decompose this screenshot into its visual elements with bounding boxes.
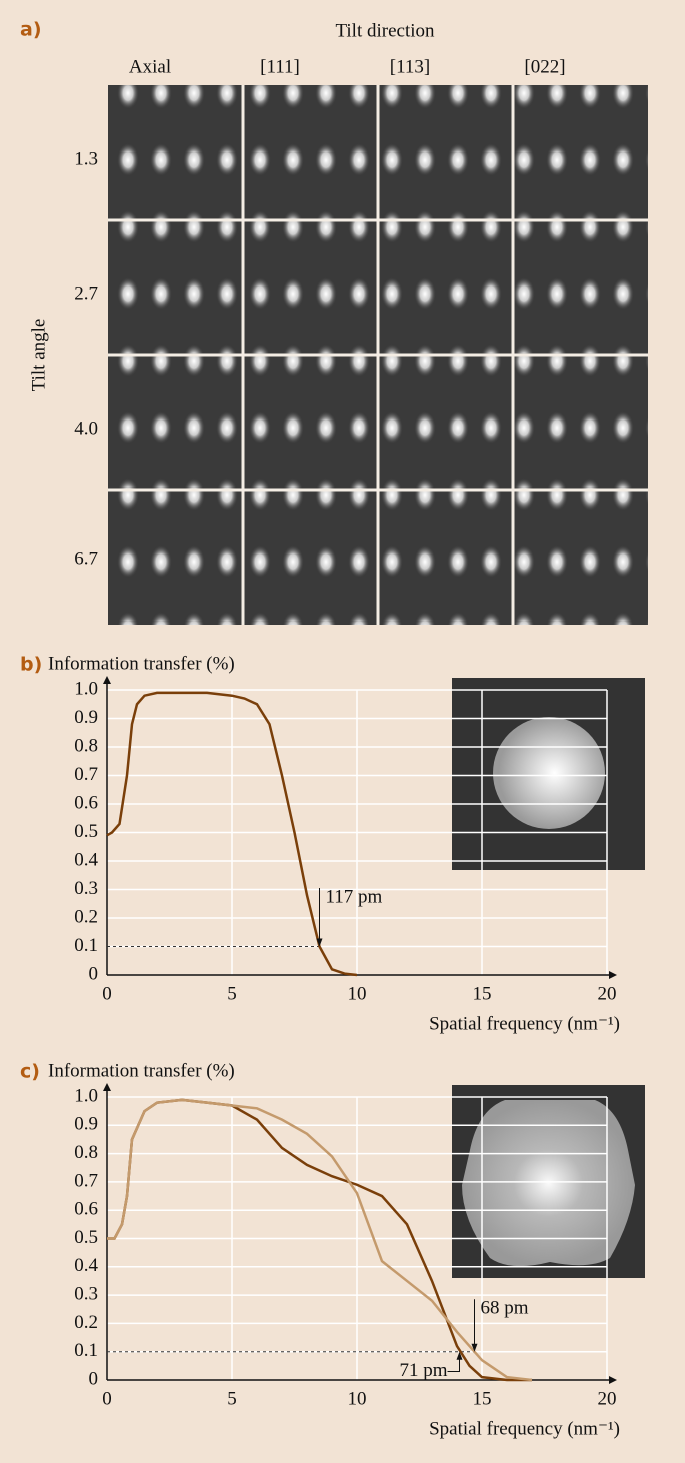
x-tick-label: 10 bbox=[348, 983, 367, 1004]
y-tick-label: 0.5 bbox=[74, 821, 98, 842]
x-tick-label: 15 bbox=[473, 983, 492, 1004]
panel-label: a) bbox=[20, 19, 42, 41]
annotation-arrow bbox=[447, 1357, 460, 1373]
row-label: 2.7 bbox=[74, 283, 98, 304]
y-tick-label: 0 bbox=[89, 963, 99, 984]
inset-disc bbox=[493, 717, 605, 829]
x-tick-label: 0 bbox=[102, 1388, 112, 1409]
annotation-label: 68 pm bbox=[481, 1298, 529, 1319]
x-tick-label: 15 bbox=[473, 1388, 492, 1409]
row-label: 6.7 bbox=[74, 548, 98, 569]
grid-separators bbox=[108, 85, 648, 625]
y-tick-label: 0.3 bbox=[74, 1283, 98, 1304]
y-tick-label: 1.0 bbox=[74, 1085, 98, 1106]
x-axis-title: Spatial frequency (nm⁻¹) bbox=[429, 1418, 620, 1439]
y-tick-label: 0.9 bbox=[74, 707, 98, 728]
column-label: [022] bbox=[524, 56, 565, 77]
y-tick-label: 0.1 bbox=[74, 1340, 98, 1361]
x-tick-label: 10 bbox=[348, 1388, 367, 1409]
x-tick-label: 20 bbox=[598, 1388, 617, 1409]
y-arrow bbox=[103, 1083, 111, 1091]
panel-label: c) bbox=[20, 1061, 40, 1083]
y-axis-title: Information transfer (%) bbox=[48, 1060, 235, 1081]
row-label: 4.0 bbox=[74, 418, 98, 439]
y-tick-label: 0.8 bbox=[74, 1142, 98, 1163]
series-line bbox=[106, 691, 358, 977]
x-axis-title: Spatial frequency (nm⁻¹) bbox=[429, 1013, 620, 1034]
arrow-head bbox=[456, 1351, 463, 1360]
arrow-head bbox=[316, 938, 323, 947]
column-label: Axial bbox=[129, 56, 171, 77]
y-tick-label: 0.9 bbox=[74, 1114, 98, 1135]
y-tick-label: 0.1 bbox=[74, 935, 98, 956]
y-tick-label: 0.3 bbox=[74, 878, 98, 899]
y-arrow bbox=[103, 676, 111, 684]
annotation-label: 71 pm bbox=[399, 1360, 447, 1381]
x-tick-label: 20 bbox=[598, 983, 617, 1004]
y-tick-label: 1.0 bbox=[74, 678, 98, 699]
y-tick-label: 0.2 bbox=[74, 1312, 98, 1333]
y-tick-label: 0.5 bbox=[74, 1227, 98, 1248]
x-tick-label: 5 bbox=[227, 983, 237, 1004]
y-axis-title: Information transfer (%) bbox=[48, 653, 235, 674]
x-tick-label: 5 bbox=[227, 1388, 237, 1409]
column-label: [113] bbox=[390, 56, 430, 77]
x-arrow bbox=[609, 1376, 617, 1384]
inset-hexagon bbox=[462, 1100, 635, 1267]
y-tick-label: 0.6 bbox=[74, 1199, 98, 1220]
x-arrow bbox=[609, 971, 617, 979]
rows-title: Tilt angle bbox=[28, 319, 49, 392]
x-tick-label: 0 bbox=[102, 983, 112, 1004]
y-tick-label: 0.8 bbox=[74, 735, 98, 756]
panel-label: b) bbox=[20, 654, 42, 676]
row-label: 1.3 bbox=[74, 148, 98, 169]
y-tick-label: 0.4 bbox=[74, 1255, 98, 1276]
y-tick-label: 0.7 bbox=[74, 1170, 98, 1191]
annotation-label: 117 pm bbox=[326, 886, 383, 907]
arrow-head bbox=[471, 1343, 478, 1352]
y-tick-label: 0.6 bbox=[74, 792, 98, 813]
y-tick-label: 0.7 bbox=[74, 764, 98, 785]
column-label: [111] bbox=[260, 56, 300, 77]
y-tick-label: 0.4 bbox=[74, 849, 98, 870]
grid-title: Tilt direction bbox=[335, 20, 435, 41]
series-line bbox=[107, 1098, 533, 1382]
y-tick-label: 0 bbox=[89, 1368, 99, 1389]
y-tick-label: 0.2 bbox=[74, 906, 98, 927]
